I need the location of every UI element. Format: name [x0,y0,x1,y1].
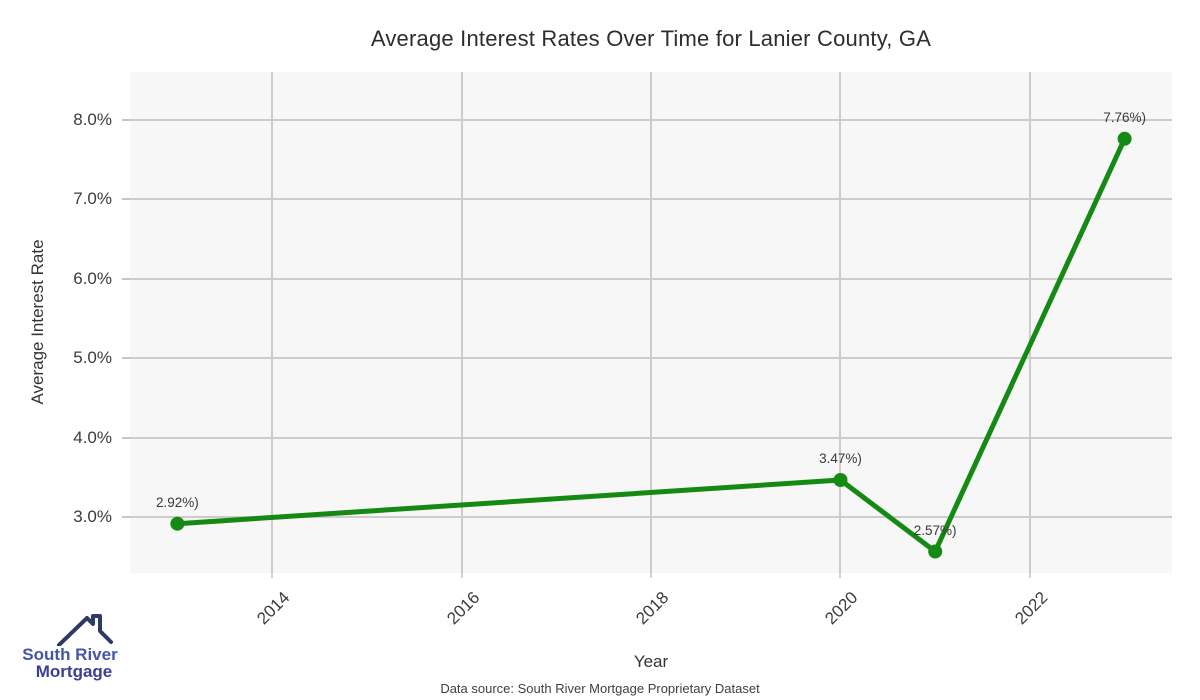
y-gridline [130,118,1172,121]
data-point-marker [170,516,185,531]
series-line [174,136,1128,554]
y-tick-label: 7.0% [73,189,112,209]
data-point-label: 3.47%) [819,450,862,466]
company-logo: South River Mortgage [20,612,130,686]
x-tick-mark [839,573,842,578]
x-gridline [460,72,463,573]
x-gridline [271,72,274,573]
y-tick-label: 3.0% [73,507,112,527]
x-tick-mark [1028,573,1031,578]
y-tick-mark [122,118,130,121]
data-point-label: 7.76%) [1103,109,1147,125]
y-gridline [130,198,1172,201]
y-tick-mark [122,357,130,360]
y-tick-label: 5.0% [73,348,112,368]
plot-area: 2.92%) 3.47%) 2.57%) 7.76%) [130,72,1172,573]
y-gridline [130,277,1172,280]
y-tick-label: 6.0% [73,268,112,288]
y-gridline [130,436,1172,439]
house-roof-icon [57,614,113,646]
data-point-marker [928,544,943,559]
y-tick-mark [122,198,130,201]
logo-text-line2: Mortgage [35,662,113,681]
logo-text-line1: South River [22,645,118,664]
data-source-note: Data source: South River Mortgage Propri… [440,681,760,696]
y-tick-mark [122,516,130,519]
y-tick-label: 4.0% [73,427,112,447]
x-gridline [839,72,842,573]
x-tick-mark [271,573,274,578]
y-gridline [130,357,1172,360]
y-tick-label: 8.0% [73,109,112,129]
y-tick-mark [122,436,130,439]
x-tick-mark [460,573,463,578]
x-tick-mark [650,573,652,578]
chart-title: Average Interest Rates Over Time for Lan… [370,26,932,51]
data-point-marker [1117,131,1132,146]
data-point-label: 2.92%) [155,494,199,510]
x-gridline [650,72,652,573]
y-tick-mark [122,277,130,280]
x-gridline [1028,72,1031,573]
y-gridline [130,516,1172,519]
data-point-label: 2.57%) [913,522,957,538]
interest-rate-series [170,131,1132,559]
data-point-marker [833,473,848,487]
x-axis-title: Year [633,652,669,671]
